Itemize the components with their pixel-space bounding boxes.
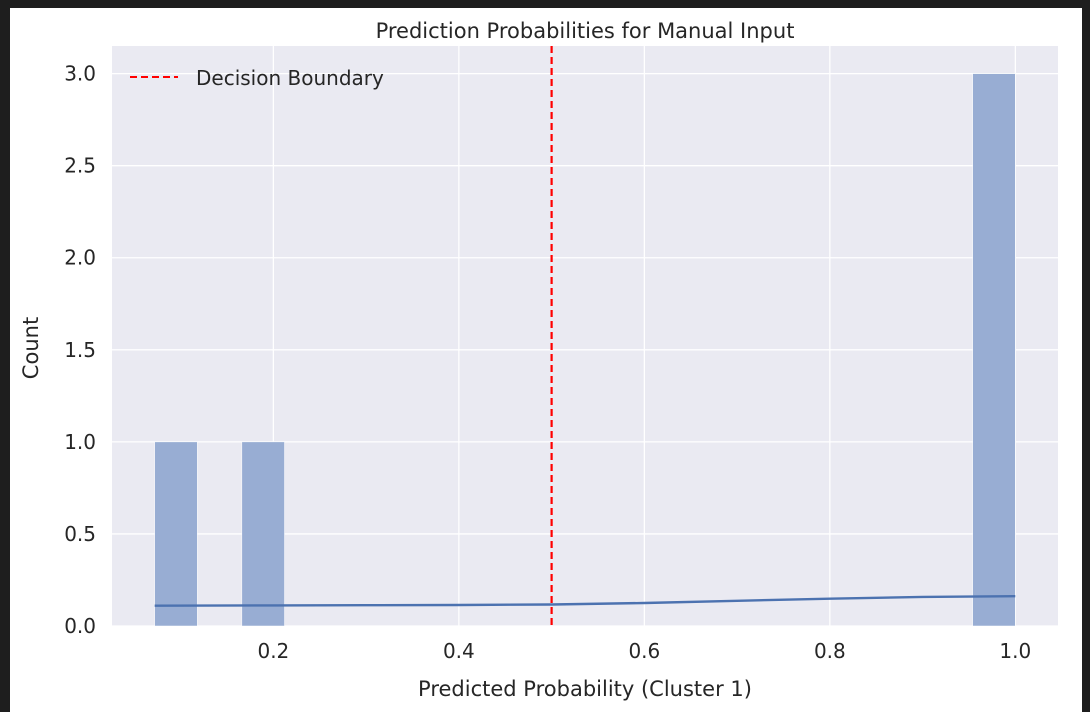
x-axis-label: Predicted Probability (Cluster 1)	[418, 677, 752, 701]
chart: 0.0 0.5 1.0 1.5 2.0 2.5 3.0 0.2 0.4 0.6 0.8 1.0 Pre…	[19, 19, 1058, 701]
y-tick-label: 0.5	[64, 522, 96, 546]
histogram-bar	[154, 441, 198, 627]
tick-labels: 0.0 0.5 1.0 1.5 2.0 2.5 3.0 0.2 0.4 0.6 0.8 1.0	[64, 62, 1031, 663]
x-tick-label: 0.6	[628, 639, 660, 663]
y-axis-label: Count	[19, 317, 43, 379]
y-tick-label: 1.0	[64, 430, 96, 454]
legend: Decision Boundary	[130, 66, 384, 90]
histogram-bar	[241, 441, 285, 627]
chart-title: Prediction Probabilities for Manual Inpu…	[376, 19, 795, 43]
x-tick-label: 1.0	[999, 639, 1031, 663]
kde-layer	[154, 46, 1016, 626]
y-tick-label: 1.5	[64, 338, 96, 362]
y-tick-label: 0.0	[64, 614, 96, 638]
kde-line	[154, 595, 1016, 607]
figure: 0.0 0.5 1.0 1.5 2.0 2.5 3.0 0.2 0.4 0.6 0.8 1.0 Pre…	[10, 8, 1082, 712]
y-tick-label: 3.0	[64, 62, 96, 86]
histogram-bars	[154, 73, 1016, 627]
x-tick-label: 0.4	[443, 639, 475, 663]
x-tick-label: 0.2	[257, 639, 289, 663]
x-tick-label: 0.8	[814, 639, 846, 663]
y-tick-label: 2.0	[64, 246, 96, 270]
y-tick-label: 2.5	[64, 154, 96, 178]
legend-boundary-label: Decision Boundary	[196, 66, 384, 90]
histogram-bar	[972, 73, 1016, 627]
